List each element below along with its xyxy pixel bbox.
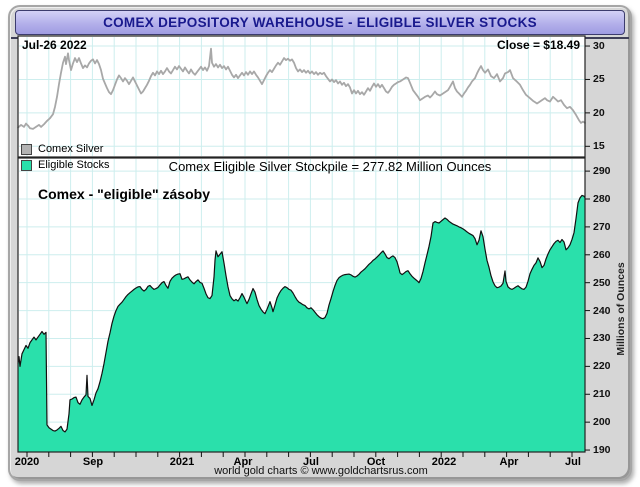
x-axis-label: 2020 (14, 456, 40, 468)
stocks-tick-label: 260 (593, 248, 611, 261)
x-axis-label: Jul (565, 456, 581, 468)
annotation-label: Comex - "eligible" zásoby (38, 186, 210, 202)
y-axis-title: Millions of Ounces (615, 262, 627, 356)
price-tick-label: 20 (593, 106, 605, 119)
price-tick-label: 30 (593, 40, 605, 53)
chart-title-bar: COMEX DEPOSITORY WAREHOUSE - ELIGIBLE SI… (15, 10, 625, 35)
x-axis-label: Sep (82, 456, 104, 468)
comex-silver-swatch-icon (21, 143, 32, 155)
stocks-tick-label: 240 (593, 304, 611, 317)
stocks-tick-label: 230 (593, 332, 611, 345)
stocks-tick-label: 280 (593, 193, 611, 205)
x-axis-label: 2021 (169, 456, 195, 468)
stocks-tick-label: 220 (593, 360, 611, 373)
x-axis-label: Apr (233, 456, 253, 468)
stocks-tick-label: 190 (593, 444, 611, 457)
date-label: Jul-26 2022 (22, 38, 87, 52)
legend-comex-silver: Comex Silver (21, 143, 103, 155)
price-tick-label: 25 (593, 73, 605, 86)
stocks-tick-label: 200 (593, 416, 611, 429)
x-axis-label: 2022 (431, 456, 457, 468)
x-axis-label: Jul (303, 456, 319, 468)
stocks-tick-label: 250 (593, 276, 611, 289)
close-price-label: Close = $18.49 (496, 38, 580, 52)
eligible-stocks-swatch-icon (21, 159, 32, 171)
x-axis-label: Oct (366, 456, 386, 468)
stocks-tick-label: 270 (593, 220, 611, 233)
stockpile-value-label: Comex Eligible Silver Stockpile = 277.82… (168, 159, 492, 174)
stocks-tick-label: 210 (593, 388, 611, 401)
x-axis-label: Apr (499, 456, 519, 468)
legend-eligible-stocks: Eligible Stocks (21, 159, 110, 171)
eligible-stocks-legend-label: Eligible Stocks (38, 159, 110, 171)
price-tick-label: 15 (593, 140, 605, 153)
footer-credit: world gold charts © www.goldchartsrus.co… (214, 465, 428, 477)
stocks-tick-label: 290 (593, 165, 611, 178)
chart-title: COMEX DEPOSITORY WAREHOUSE - ELIGIBLE SI… (103, 15, 537, 30)
comex-silver-legend-label: Comex Silver (38, 143, 104, 155)
